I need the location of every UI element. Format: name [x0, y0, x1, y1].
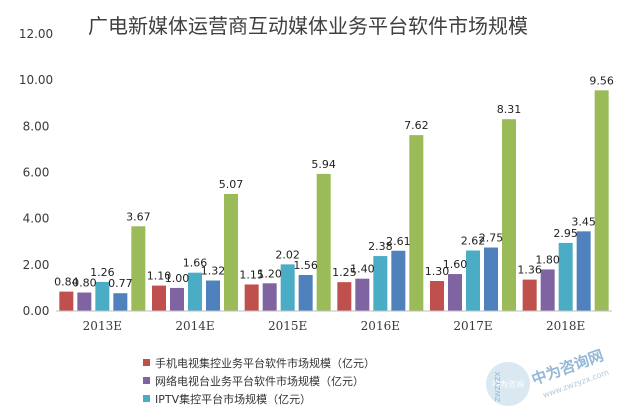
bar — [280, 264, 295, 311]
watermark-badge: ZWZYZX — [494, 371, 502, 402]
y-tick-label: 12.00 — [19, 27, 53, 41]
y-tick-label: 6.00 — [23, 166, 50, 180]
watermark: 中为咨询 ZWZYZX 中为咨询网 www.zwzyzx.com — [486, 346, 610, 406]
bar — [594, 90, 609, 311]
bar — [244, 284, 259, 311]
data-label: 2.95 — [553, 227, 578, 240]
bar — [448, 274, 462, 311]
bar — [95, 281, 110, 311]
x-tick-label: 2017E — [453, 319, 492, 333]
bar — [152, 285, 166, 311]
data-label: 1.15 — [239, 268, 264, 281]
y-tick-label: 10.00 — [19, 73, 53, 87]
watermark-seal-text: 中为咨询 — [492, 379, 524, 389]
data-label: 1.20 — [257, 267, 282, 280]
bar — [484, 247, 498, 311]
data-label: 1.80 — [535, 253, 560, 266]
x-tick-label: 2013E — [83, 319, 122, 333]
legend: 手机电视集控业务平台软件市场规模（亿元） 网络电视台业务平台软件市场规模（亿元） I… — [143, 356, 375, 406]
data-label: 1.10 — [147, 270, 172, 283]
data-label: 2.02 — [275, 248, 300, 261]
data-label: 1.60 — [443, 258, 468, 271]
data-label: 1.66 — [183, 257, 208, 270]
x-tick-label: 2015E — [268, 319, 307, 333]
bar — [373, 256, 388, 311]
data-label: 2.75 — [479, 232, 504, 245]
bar — [522, 279, 537, 311]
data-label: 1.40 — [350, 263, 375, 276]
data-label: 1.25 — [332, 266, 357, 279]
y-tick-label: 4.00 — [23, 212, 50, 226]
legend-label: 网络电视台业务平台软件市场规模（亿元） — [155, 374, 364, 388]
data-label: 2.62 — [461, 235, 486, 248]
bar — [430, 280, 444, 311]
legend-swatch — [143, 377, 150, 384]
bar — [466, 250, 480, 311]
bar — [540, 269, 555, 311]
data-label: 5.07 — [219, 178, 244, 191]
bar — [224, 193, 238, 311]
y-axis: 0.00 2.00 4.00 6.00 8.00 10.00 12.00 — [19, 27, 53, 318]
y-tick-label: 0.00 — [23, 304, 50, 318]
watermark-seal — [486, 362, 530, 406]
bar — [316, 173, 331, 311]
bar — [188, 272, 202, 311]
legend-label: 手机电视集控业务平台软件市场规模（亿元） — [155, 356, 375, 370]
bar — [206, 280, 220, 311]
legend-swatch — [143, 359, 150, 366]
data-label: 9.56 — [589, 74, 614, 87]
bar — [262, 283, 277, 311]
bar — [337, 282, 352, 311]
bar — [502, 119, 516, 312]
data-label: 0.77 — [108, 277, 133, 290]
bar — [59, 291, 74, 311]
bar — [409, 135, 424, 311]
data-label: 0.84 — [54, 276, 79, 289]
x-tick-label: 2018E — [546, 319, 585, 333]
bar — [298, 274, 313, 311]
bar — [170, 287, 184, 311]
x-tick-label: 2014E — [175, 319, 214, 333]
data-label: 3.45 — [571, 215, 596, 228]
data-label: 2.38 — [368, 240, 393, 253]
value-labels: 0.840.801.260.77 3.67 1.101.00 1.661.32 5.07… — [54, 74, 614, 290]
bar — [113, 293, 128, 311]
legend-label: IPTV集控平台市场规模（亿元） — [155, 392, 311, 406]
bar — [77, 292, 92, 311]
x-tick-label: 2016E — [361, 319, 400, 333]
bar — [558, 242, 573, 311]
y-tick-label: 8.00 — [23, 119, 50, 133]
data-label: 8.31 — [497, 103, 522, 116]
data-label: 7.62 — [404, 119, 429, 132]
data-label: 3.67 — [126, 210, 151, 223]
data-label: 2.61 — [386, 235, 411, 248]
data-label: 1.36 — [517, 264, 542, 277]
bars — [59, 90, 609, 312]
data-label: 1.00 — [165, 272, 190, 285]
bar — [131, 226, 146, 311]
data-label: 0.80 — [72, 277, 97, 290]
data-label: 1.56 — [293, 259, 318, 272]
bar — [576, 231, 591, 311]
x-axis: 2013E 2014E 2015E 2016E 2017E 2018E — [83, 319, 586, 333]
data-label: 5.94 — [311, 158, 336, 171]
chart-title: 广电新媒体运营商互动媒体业务平台软件市场规模 — [88, 14, 528, 38]
data-label: 1.32 — [201, 265, 226, 278]
bar — [391, 250, 406, 311]
bar — [355, 278, 370, 311]
data-label: 1.26 — [90, 266, 115, 279]
y-tick-label: 2.00 — [23, 258, 50, 272]
data-label: 1.30 — [425, 265, 450, 278]
legend-swatch — [143, 395, 150, 402]
